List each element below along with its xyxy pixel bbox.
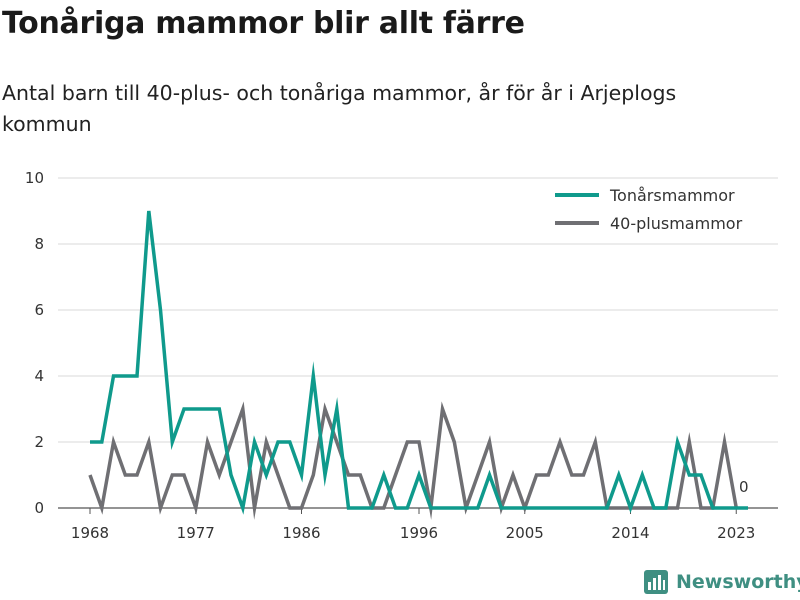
legend-label: Tonårsmammor xyxy=(609,186,735,205)
y-axis-ticks: 0 2 4 6 8 10 xyxy=(25,169,44,517)
bar-chart-logo-icon xyxy=(644,570,668,594)
x-tick-label: 2023 xyxy=(717,524,755,542)
chart-subtitle: Antal barn till 40-plus- och tonåriga ma… xyxy=(2,81,677,136)
series-line-40-plusmammor xyxy=(88,401,739,520)
brand-logo: Newsworthy xyxy=(644,570,800,594)
y-tick-label: 8 xyxy=(34,235,44,253)
x-tick-label: 1986 xyxy=(282,524,320,542)
chart-title: Tonåriga mammor blir allt färre xyxy=(2,6,525,41)
series-lines xyxy=(88,210,748,520)
brand-name: Newsworthy xyxy=(676,571,800,593)
legend-label: 40-plusmammor xyxy=(610,214,743,233)
x-tick-label: 1977 xyxy=(177,524,215,542)
x-tick-label: 1968 xyxy=(71,524,109,542)
series-line-tonårsmammor xyxy=(90,210,748,515)
y-tick-label: 6 xyxy=(34,301,44,319)
y-tick-label: 0 xyxy=(34,499,44,517)
y-tick-label: 2 xyxy=(34,433,44,451)
legend: Tonårsmammor 40-plusmammor xyxy=(555,186,743,233)
x-tick-label: 2014 xyxy=(611,524,649,542)
x-tick-label: 1996 xyxy=(400,524,438,542)
y-tick-label: 10 xyxy=(25,169,44,187)
end-value-label: 0 xyxy=(739,478,749,496)
x-tick-label: 2005 xyxy=(506,524,544,542)
y-tick-label: 4 xyxy=(34,367,44,385)
x-axis-ticks: 1968 1977 1986 1996 2005 2014 2023 xyxy=(71,508,755,542)
